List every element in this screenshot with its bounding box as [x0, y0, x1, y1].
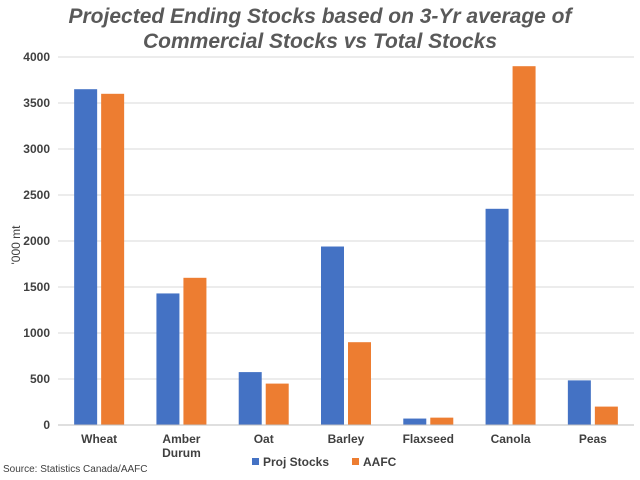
- x-tick-label: Peas: [579, 432, 607, 446]
- bar-proj-stocks: [485, 208, 509, 425]
- x-tick-label: Canola: [491, 432, 531, 446]
- source-note: Source: Statistics Canada/AAFC: [3, 464, 148, 475]
- x-tick-label: Amber: [162, 432, 200, 446]
- y-tick-label: 2000: [23, 234, 50, 248]
- bars: [74, 66, 618, 426]
- bar-proj-stocks: [321, 246, 344, 425]
- legend-swatch: [352, 458, 359, 465]
- legend-swatch: [252, 458, 259, 465]
- y-axis-label: '000 mt: [9, 225, 23, 265]
- legend: Proj Stocks AAFC: [252, 455, 397, 469]
- bar-aafc: [101, 93, 125, 426]
- bar-aafc: [183, 277, 207, 425]
- bar-aafc: [430, 417, 454, 425]
- y-tick-label: 3000: [23, 142, 50, 156]
- y-tick-label: 0: [43, 418, 50, 432]
- bar-proj-stocks: [74, 89, 98, 425]
- y-tick-label: 1000: [23, 326, 50, 340]
- bar-proj-stocks: [567, 380, 591, 425]
- chart-title-line1: Projected Ending Stocks based on 3-Yr av…: [68, 5, 572, 28]
- chart-title: Projected Ending Stocks based on 3-Yr av…: [0, 4, 640, 54]
- bar-aafc: [512, 66, 536, 425]
- y-tick-label: 4000: [23, 50, 50, 64]
- y-tick-label: 500: [30, 372, 50, 386]
- y-tick-label: 2500: [23, 188, 50, 202]
- y-tick-label: 3500: [23, 96, 50, 110]
- bar-aafc: [348, 342, 371, 425]
- legend-label: AAFC: [363, 455, 397, 469]
- bar-aafc: [594, 406, 618, 425]
- bar-proj-stocks: [238, 372, 262, 425]
- legend-label: Proj Stocks: [263, 455, 329, 469]
- x-tick-label: Wheat: [81, 432, 117, 446]
- x-tick-label: Oat: [254, 432, 274, 446]
- bar-proj-stocks: [156, 293, 180, 425]
- bar-aafc: [265, 383, 289, 425]
- y-axis-ticks: 0 500 1000 1500 2000 2500 3000 3500 4000: [23, 50, 50, 432]
- x-tick-label: Durum: [162, 446, 201, 460]
- x-tick-label: Barley: [328, 432, 365, 446]
- x-tick-label: Flaxseed: [403, 432, 454, 446]
- chart-title-line2: Commercial Stocks vs Total Stocks: [142, 30, 498, 53]
- gridlines: [58, 56, 634, 380]
- bar-proj-stocks: [403, 418, 427, 425]
- y-tick-label: 1500: [23, 280, 50, 294]
